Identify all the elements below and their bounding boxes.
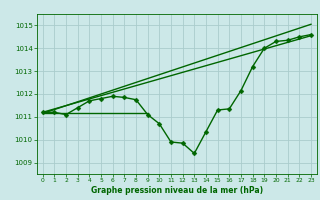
- X-axis label: Graphe pression niveau de la mer (hPa): Graphe pression niveau de la mer (hPa): [91, 186, 263, 195]
